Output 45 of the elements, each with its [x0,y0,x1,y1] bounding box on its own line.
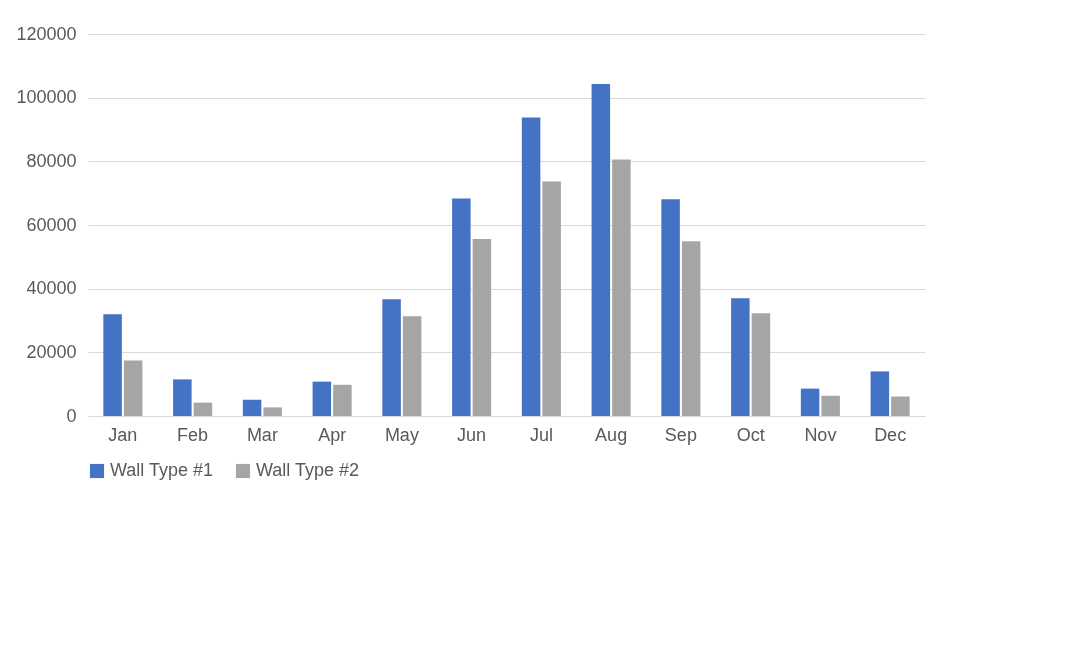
bar [263,407,282,416]
bar [173,379,192,416]
bar [681,241,701,416]
legend-label: Wall Type #1 [110,460,214,480]
y-tick-label: 100000 [16,87,77,108]
bar [472,239,492,416]
bar [800,388,820,416]
x-tick-label: Mar [246,424,278,445]
bar [731,298,750,416]
bar [751,313,771,416]
y-tick-label: 120000 [16,23,77,44]
y-tick-label: 60000 [26,214,77,235]
bar [123,360,143,416]
bar [382,299,401,416]
x-tick-label: Dec [874,424,907,445]
bar [521,117,541,416]
bar [452,198,471,416]
x-tick-label: Jun [457,424,487,445]
bar [193,402,213,416]
x-tick-label: Oct [736,424,765,445]
y-tick-label: 20000 [26,341,77,362]
x-tick-label: Feb [177,424,209,445]
x-tick-label: Jul [529,424,553,445]
bar [870,371,890,416]
x-tick-label: Sep [664,424,697,445]
bar [661,199,680,416]
legend-label: Wall Type #2 [256,460,360,480]
y-tick-label: 80000 [26,150,77,171]
bar [542,181,561,416]
x-tick-label: May [384,424,419,445]
bar [312,381,332,416]
bar [891,396,910,416]
x-tick-label: Apr [318,424,347,445]
x-tick-label: Nov [804,424,837,445]
bar [591,83,611,416]
bar [612,159,631,416]
x-tick-label: Jan [108,424,138,445]
bar [242,399,262,416]
bar [821,395,840,416]
y-tick-label: 40000 [26,278,77,299]
y-tick-label: 0 [66,405,77,426]
bar [333,384,352,416]
bar [402,316,422,416]
x-tick-label: Aug [595,424,628,445]
bar [103,314,122,416]
